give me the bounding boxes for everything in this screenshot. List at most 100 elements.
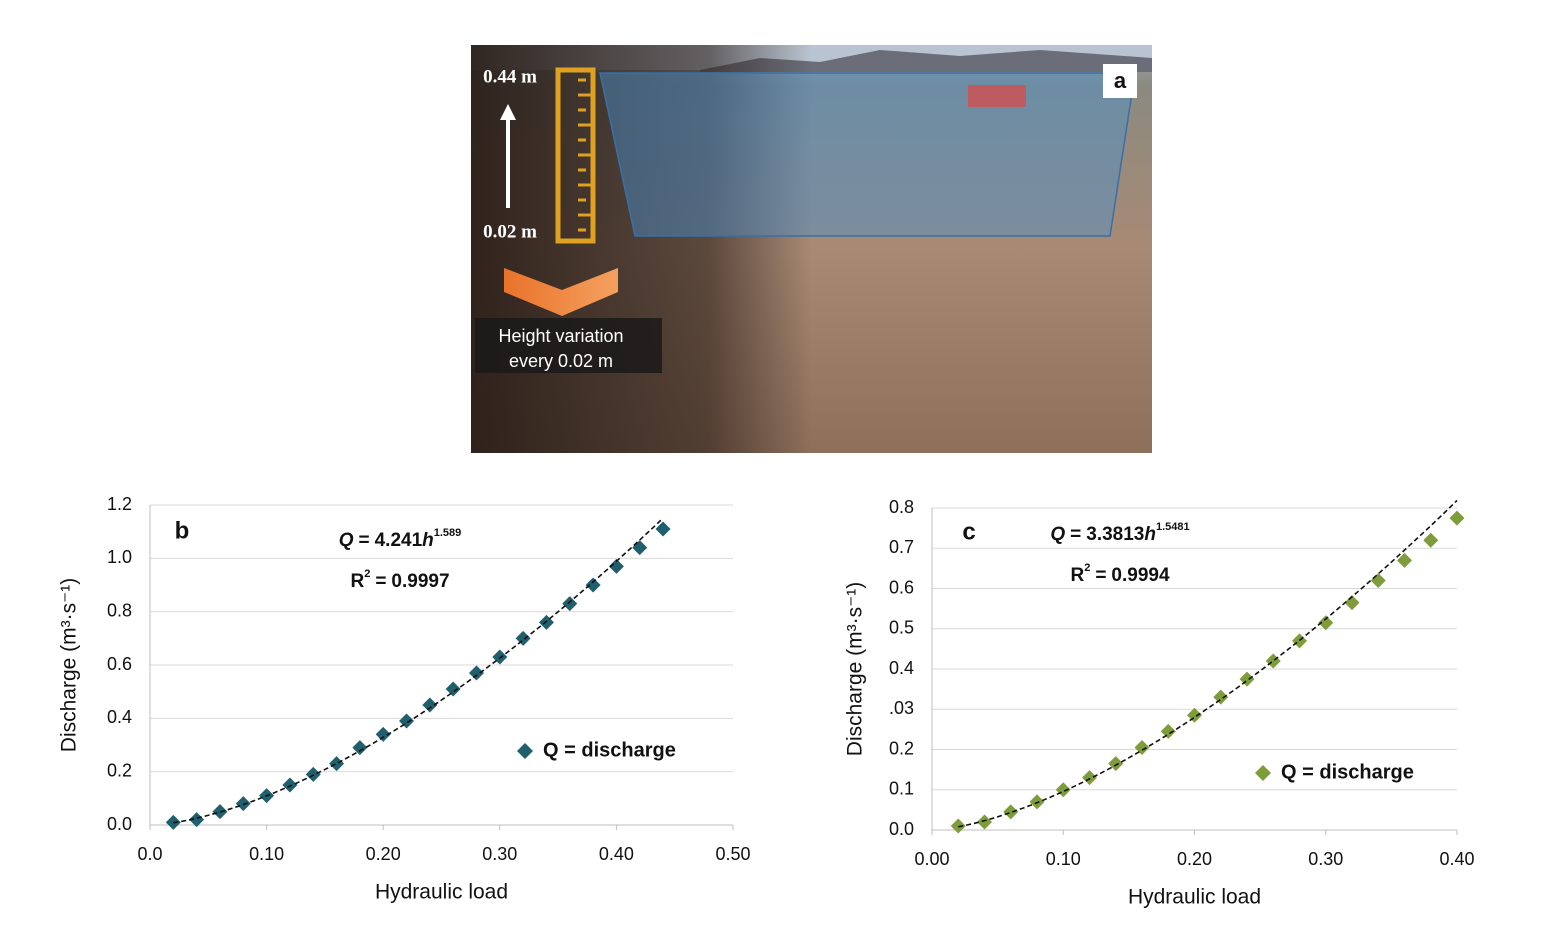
trendline	[173, 517, 664, 824]
red-object	[968, 85, 1026, 107]
data-point	[352, 740, 368, 756]
y-tick-label: 0.5	[889, 618, 914, 638]
data-point	[1187, 707, 1202, 723]
eq-equals: =	[358, 530, 369, 551]
r2-symbol: R	[350, 571, 364, 592]
y-tick-label: 0.2	[107, 760, 132, 780]
data-point	[1292, 633, 1307, 649]
eq-exponent: 1.5481	[1156, 521, 1190, 533]
data-point	[977, 814, 992, 830]
data-point	[282, 777, 298, 793]
data-point	[655, 521, 671, 537]
r2-equals: =	[375, 571, 386, 592]
trendline	[958, 499, 1458, 828]
data-point	[1370, 572, 1386, 588]
x-axis-title: Hydraulic load	[375, 881, 508, 904]
ruler-ticks	[578, 78, 593, 232]
data-point	[1213, 689, 1229, 705]
panel-label: c	[962, 518, 975, 545]
x-tick-label: 0.10	[1046, 849, 1081, 869]
r2-symbol: R	[1070, 565, 1084, 586]
y-tick-label: 0.6	[889, 577, 914, 597]
data-point	[632, 540, 648, 556]
y-tick-label: 0.2	[889, 738, 914, 758]
x-tick-label: 0.20	[1177, 849, 1212, 869]
r2-value: 0.9997	[391, 571, 449, 592]
data-point	[422, 697, 438, 713]
water-volume	[599, 72, 1136, 237]
data-point	[1449, 510, 1465, 526]
x-tick-label: 0.0	[137, 844, 162, 864]
data-point	[329, 756, 345, 772]
r2-power: 2	[1084, 562, 1090, 574]
y-tick-label: 0.8	[107, 600, 132, 620]
eq-variable: h	[422, 530, 434, 551]
data-point	[1318, 615, 1334, 631]
eq-lhs: Q	[1050, 524, 1065, 545]
legend-marker	[1255, 765, 1271, 781]
y-tick-label: 0.8	[889, 497, 914, 517]
data-point	[562, 596, 578, 612]
y-tick-label: .03	[889, 698, 914, 718]
legend-label: Q = discharge	[1281, 761, 1414, 783]
y-tick-label: 0.4	[107, 707, 132, 727]
data-point	[1265, 653, 1281, 669]
x-tick-label: 0.40	[599, 844, 634, 864]
data-point	[375, 726, 391, 742]
y-tick-label: 0.7	[889, 537, 914, 557]
arrow-head	[500, 104, 516, 120]
r2-power: 2	[364, 568, 370, 580]
y-axis-title: Discharge (m³·s⁻¹)	[58, 578, 81, 752]
y-tick-label: 1.2	[107, 494, 132, 514]
bottom-height-label: 0.02 m	[483, 221, 537, 242]
panel-label-box	[1103, 64, 1137, 98]
data-point	[1160, 723, 1176, 739]
eq-exponent: 1.589	[434, 527, 462, 539]
data-point	[445, 681, 461, 697]
data-point	[1003, 804, 1019, 820]
panel-label: b	[175, 517, 190, 544]
x-tick-label: 0.40	[1439, 849, 1474, 869]
panel-label: a	[1114, 68, 1127, 93]
x-tick-label: 0.20	[366, 844, 401, 864]
data-point	[1239, 671, 1255, 687]
y-axis-title: Discharge (m³·s⁻¹)	[844, 582, 867, 756]
equation: Q = 4.241h1.589	[339, 527, 462, 551]
y-tick-label: 0.0	[107, 814, 132, 834]
y-tick-label: 0.0	[889, 819, 914, 839]
data-point	[1344, 595, 1360, 611]
data-point	[189, 812, 205, 828]
data-point	[1134, 739, 1150, 755]
equation: Q = 3.3813h1.5481	[1050, 521, 1189, 545]
eq-coefficient: 3.3813	[1086, 524, 1144, 545]
x-tick-label: 0.30	[1308, 849, 1343, 869]
x-tick-label: 0.50	[715, 844, 750, 864]
y-tick-label: 0.6	[107, 654, 132, 674]
r2-value: 0.9994	[1111, 565, 1170, 586]
eq-coefficient: 4.241	[375, 530, 423, 551]
r-squared: R2 = 0.9997	[350, 568, 449, 592]
caption-line: every 0.02 m	[509, 351, 613, 371]
data-point	[1029, 794, 1045, 810]
y-tick-label: 0.1	[889, 779, 914, 799]
x-tick-label: 0.10	[249, 844, 284, 864]
data-point	[468, 665, 484, 681]
data-point	[1108, 756, 1124, 772]
legend-marker	[517, 743, 533, 759]
data-point	[1082, 770, 1097, 786]
data-point	[235, 796, 251, 812]
r2-equals: =	[1095, 565, 1106, 586]
y-tick-label: 0.4	[889, 658, 914, 678]
x-axis-title: Hydraulic load	[1128, 886, 1261, 909]
data-point	[1423, 532, 1439, 548]
shadow	[471, 45, 1152, 453]
photo-panel: 0.44 m 0.02 m Height variation every 0.0…	[471, 45, 1152, 453]
caption-box	[475, 318, 662, 373]
eq-lhs: Q	[339, 530, 354, 551]
data-point	[585, 577, 601, 593]
y-tick-label: 1.0	[107, 547, 132, 567]
data-point	[608, 558, 624, 574]
legend-label: Q = discharge	[543, 739, 676, 761]
data-point	[305, 766, 321, 782]
